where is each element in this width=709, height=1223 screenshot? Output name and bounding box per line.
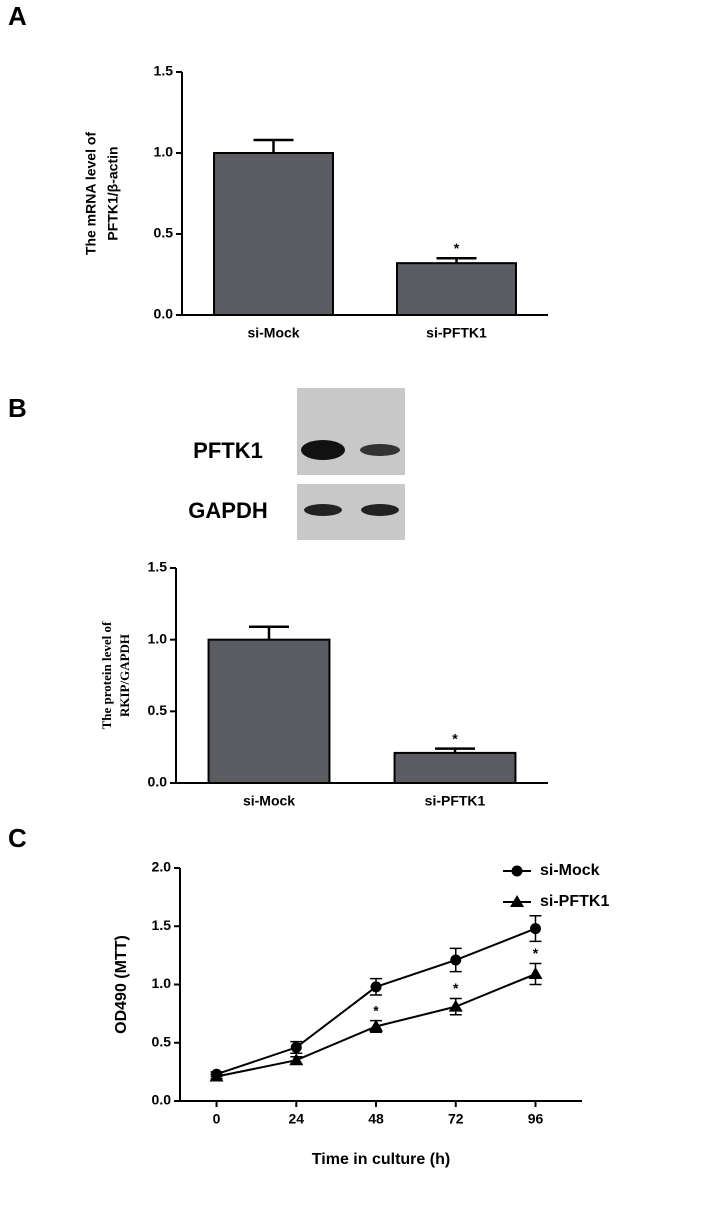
significance-mark: * (452, 730, 458, 746)
y-tick-label: 1.0 (154, 144, 174, 160)
point (448, 999, 463, 1012)
x-tick-label: si-PFTK1 (425, 793, 486, 809)
blot-band (360, 444, 400, 456)
error-bar (436, 257, 477, 264)
x-tick-label: 0 (213, 1111, 221, 1127)
error-bar (249, 625, 289, 640)
legend-label: si-Mock (540, 862, 600, 879)
point (529, 923, 541, 935)
y-tick-label: 1.5 (154, 63, 174, 79)
y-tick-label: 0.5 (152, 1033, 172, 1049)
y-axis-title: RKIP/GAPDH (117, 634, 132, 717)
y-tick-label: 1.5 (148, 559, 168, 575)
bar (207, 638, 331, 785)
significance-mark: * (454, 240, 460, 256)
panel-label: A (8, 1, 27, 31)
y-tick-label: 1.0 (148, 630, 168, 646)
y-tick-label: 2.0 (152, 859, 172, 875)
x-tick-label: si-Mock (243, 793, 295, 809)
y-tick-label: 0.0 (148, 774, 168, 790)
blot-label: PFTK1 (193, 438, 263, 463)
bar (213, 152, 334, 316)
point (289, 1053, 304, 1066)
blot-panel (297, 388, 405, 475)
error-bar (253, 138, 294, 153)
y-tick-label: 1.0 (152, 975, 172, 991)
y-axis-title: The protein level of (99, 621, 114, 729)
significance-mark: * (373, 1002, 379, 1018)
significance-mark: * (533, 945, 539, 961)
x-axis-title: Time in culture (h) (312, 1151, 450, 1168)
bar (396, 262, 517, 317)
point (369, 1019, 384, 1032)
x-tick-label: 72 (448, 1111, 464, 1127)
western-blot: PFTK1 GAPDH (188, 388, 405, 540)
significance-mark: * (453, 980, 459, 996)
y-tick-label: 0.5 (154, 225, 174, 241)
x-tick-label: si-Mock (247, 325, 299, 341)
x-tick-label: 48 (368, 1111, 384, 1127)
point (450, 954, 462, 966)
y-tick-label: 1.5 (152, 917, 172, 933)
blot-label: GAPDH (188, 498, 267, 523)
point (290, 1041, 302, 1053)
y-tick-label: 0.0 (154, 306, 174, 322)
y-axis-title: The mRNA level of (83, 132, 99, 256)
error-bar (435, 747, 475, 753)
point (528, 967, 543, 980)
y-axis-title: PFTK1/β-actin (105, 146, 121, 240)
blot-band (301, 440, 345, 460)
y-tick-label: 0.0 (152, 1092, 172, 1108)
blot-band (361, 504, 399, 516)
x-tick-label: 24 (288, 1111, 304, 1127)
y-axis-title: OD490 (MTT) (113, 935, 130, 1034)
legend-label: si-PFTK1 (540, 893, 609, 910)
point (209, 1069, 224, 1082)
point (370, 981, 382, 993)
blot-band (304, 504, 342, 516)
panel-label: C (8, 823, 27, 853)
bar (393, 751, 517, 785)
y-tick-label: 0.5 (148, 702, 168, 718)
x-tick-label: 96 (528, 1111, 544, 1127)
panel-label: B (8, 393, 27, 423)
x-tick-label: si-PFTK1 (426, 325, 487, 341)
